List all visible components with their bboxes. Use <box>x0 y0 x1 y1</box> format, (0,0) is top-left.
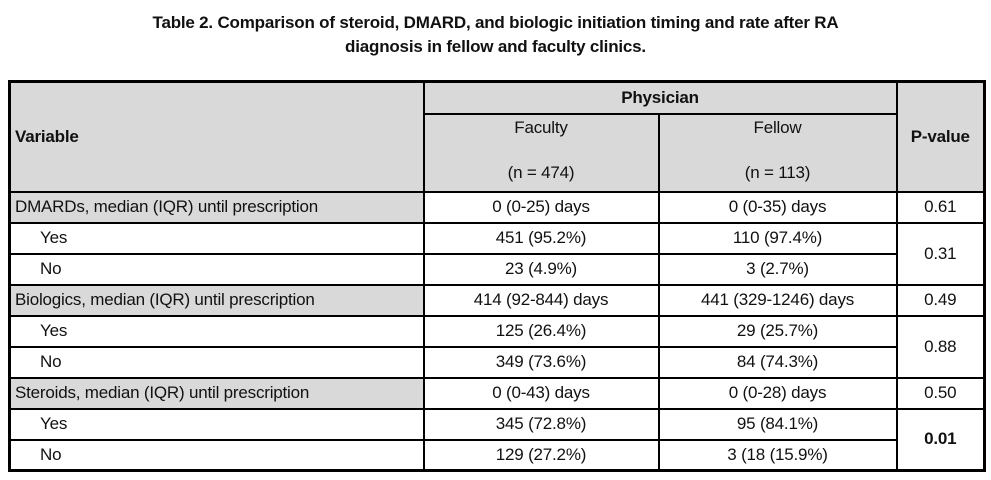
row-dmards-pvalue: 0.61 <box>895 190 986 224</box>
row-biologics-yes-label: Yes <box>8 314 425 348</box>
row-dmards-fellow-value: 0 (0-35) days <box>657 190 898 224</box>
row-dmards-no: No 23 (4.9%) 3 (2.7%) <box>8 252 985 286</box>
row-steroids-pvalue: 0.50 <box>895 376 986 410</box>
row-biologics-pvalue: 0.49 <box>895 283 986 317</box>
row-biologics-no-fellow-value: 84 (74.3%) <box>657 345 898 379</box>
row-steroids-faculty-value: 0 (0-43) days <box>422 376 660 410</box>
header-faculty-n: (n = 474) <box>507 162 575 182</box>
row-dmards-no-faculty-value: 23 (4.9%) <box>422 252 660 286</box>
row-dmards-yes: Yes 451 (95.2%) 110 (97.4%) 0.31 <box>8 221 986 286</box>
row-steroids-yes-fellow-value: 95 (84.1%) <box>657 407 898 441</box>
row-biologics-yes-fellow-value: 29 (25.7%) <box>657 314 898 348</box>
row-steroids-no: No 129 (27.2%) 3 (18 (15.9%) <box>8 438 985 472</box>
row-dmards-faculty-value: 0 (0-25) days <box>422 190 660 224</box>
row-steroids-no-label: No <box>8 438 425 472</box>
row-dmards-yes-faculty-value: 451 (95.2%) <box>422 221 660 255</box>
header-faculty: Faculty (n = 474) <box>422 112 660 193</box>
header-fellow-n: (n = 113) <box>744 162 811 182</box>
header-row-subcolumns: Faculty (n = 474) Fellow (n = 113) <box>10 112 985 193</box>
row-steroids-yesno-pvalue: 0.01 <box>895 407 986 472</box>
row-biologics-yes: Yes 125 (26.4%) 29 (25.7%) 0.88 <box>8 314 986 379</box>
row-biologics-variable: Biologics, median (IQR) until prescripti… <box>8 283 425 317</box>
row-dmards-variable: DMARDs, median (IQR) until prescription <box>8 190 425 224</box>
row-steroids-yes-label: Yes <box>8 407 425 441</box>
row-steroids-no-faculty-value: 129 (27.2%) <box>422 438 660 472</box>
header-fellow-label: Fellow <box>753 117 802 137</box>
row-biologics-no: No 349 (73.6%) 84 (74.3%) <box>8 345 985 379</box>
comparison-table: Variable Physician P-value Faculty (n = … <box>8 80 987 472</box>
row-dmards-yes-fellow-value: 110 (97.4%) <box>657 221 898 255</box>
header-variable: Variable <box>8 80 425 193</box>
row-steroids-yes: Yes 345 (72.8%) 95 (84.1%) 0.01 <box>8 407 986 472</box>
row-steroids-no-fellow-value: 3 (18 (15.9%) <box>657 438 898 472</box>
row-dmards-no-fellow-value: 3 (2.7%) <box>657 252 898 286</box>
row-steroids-timing: Steroids, median (IQR) until prescriptio… <box>8 376 986 410</box>
row-steroids-variable: Steroids, median (IQR) until prescriptio… <box>8 376 425 410</box>
table-title-line1: Table 2. Comparison of steroid, DMARD, a… <box>152 13 839 32</box>
row-dmards-no-label: No <box>8 252 425 286</box>
header-fellow: Fellow (n = 113) <box>657 112 898 193</box>
row-biologics-fellow-value: 441 (329-1246) days <box>657 283 898 317</box>
table-title: Table 2. Comparison of steroid, DMARD, a… <box>0 0 991 59</box>
header-row-physician: Variable Physician P-value <box>8 80 986 193</box>
row-biologics-yes-faculty-value: 125 (26.4%) <box>422 314 660 348</box>
row-biologics-no-faculty-value: 349 (73.6%) <box>422 345 660 379</box>
row-steroids-yes-faculty-value: 345 (72.8%) <box>422 407 660 441</box>
row-biologics-timing: Biologics, median (IQR) until prescripti… <box>8 283 986 317</box>
row-biologics-faculty-value: 414 (92-844) days <box>422 283 660 317</box>
table-title-line2: diagnosis in fellow and faculty clinics. <box>345 37 646 56</box>
header-physician-group: Physician <box>422 80 898 115</box>
row-dmards-yes-label: Yes <box>8 221 425 255</box>
header-faculty-label: Faculty <box>514 117 568 137</box>
row-biologics-yesno-pvalue: 0.88 <box>895 314 986 379</box>
header-pvalue: P-value <box>895 80 986 193</box>
row-steroids-fellow-value: 0 (0-28) days <box>657 376 898 410</box>
row-biologics-no-label: No <box>8 345 425 379</box>
row-dmards-timing: DMARDs, median (IQR) until prescription … <box>8 190 986 224</box>
row-dmards-yesno-pvalue: 0.31 <box>895 221 986 286</box>
